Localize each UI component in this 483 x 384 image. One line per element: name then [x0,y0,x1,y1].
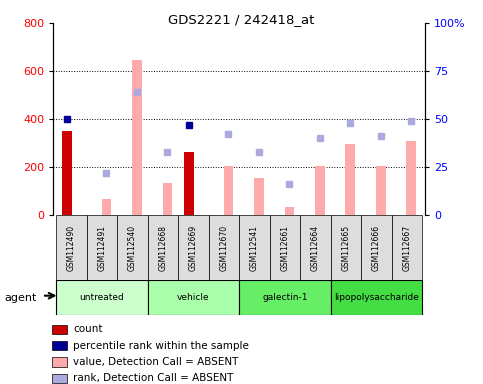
Bar [284,207,294,215]
Bar [184,152,194,215]
Text: GSM112670: GSM112670 [219,225,228,271]
Bar [52,341,67,350]
Text: GSM112540: GSM112540 [128,225,137,271]
Bar [330,280,422,315]
Bar [52,374,67,383]
Bar [315,166,325,215]
Text: lipopolysaccharide: lipopolysaccharide [334,293,419,302]
Text: rank, Detection Call = ABSENT: rank, Detection Call = ABSENT [73,373,234,383]
Text: GSM112668: GSM112668 [158,225,168,271]
Bar [376,166,386,215]
Bar [300,215,330,280]
Bar [330,215,361,280]
Text: vehicle: vehicle [177,293,210,302]
Bar [239,280,330,315]
Bar [52,325,67,334]
Bar [209,215,239,280]
Text: GSM112669: GSM112669 [189,225,198,271]
Bar [361,215,392,280]
Bar [117,215,148,280]
Text: agent: agent [5,293,37,303]
Bar [62,131,72,215]
Bar [52,358,67,367]
Bar [101,199,112,215]
Text: GSM112664: GSM112664 [311,225,320,271]
Text: GDS2221 / 242418_at: GDS2221 / 242418_at [168,13,315,26]
Text: GSM112491: GSM112491 [98,225,106,271]
Bar [270,215,300,280]
Text: GSM112661: GSM112661 [280,225,289,271]
Bar [254,178,264,215]
Bar [178,215,209,280]
Bar [239,215,270,280]
Bar [86,215,117,280]
Bar [148,280,239,315]
Bar [56,280,148,315]
Text: GSM112666: GSM112666 [372,225,381,271]
Text: percentile rank within the sample: percentile rank within the sample [73,341,249,351]
Text: untreated: untreated [80,293,124,302]
Bar [407,141,416,215]
Bar [163,183,172,215]
Bar [224,166,233,215]
Bar [392,215,422,280]
Text: GSM112665: GSM112665 [341,225,350,271]
Bar [56,215,86,280]
Text: GSM112541: GSM112541 [250,225,259,271]
Text: count: count [73,324,103,334]
Bar [345,144,355,215]
Bar [132,60,142,215]
Text: GSM112667: GSM112667 [402,225,411,271]
Text: galectin-1: galectin-1 [262,293,308,302]
Text: GSM112490: GSM112490 [67,225,76,271]
Text: value, Detection Call = ABSENT: value, Detection Call = ABSENT [73,357,239,367]
Bar [148,215,178,280]
